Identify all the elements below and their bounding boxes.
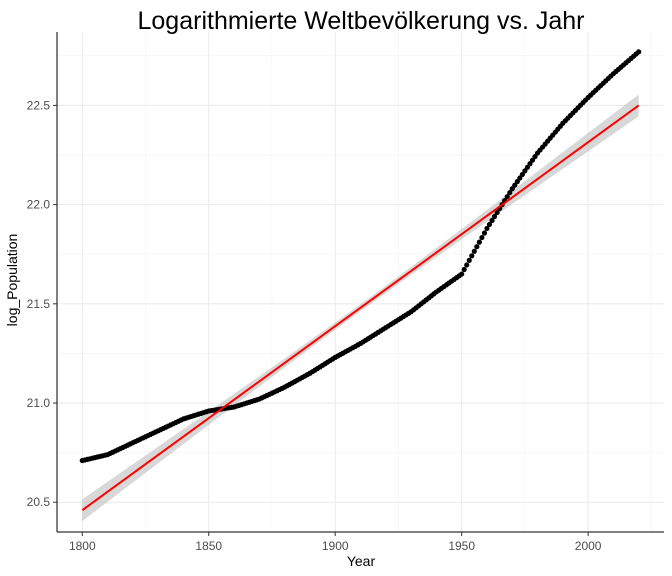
data-points: [79, 49, 642, 464]
data-point: [489, 217, 495, 224]
data-point: [471, 248, 477, 254]
data-point: [507, 190, 513, 196]
data-point: [636, 49, 642, 55]
data-point: [466, 257, 472, 263]
data-point: [476, 239, 482, 245]
data-point: [504, 194, 510, 200]
ticks: 1800 1850 1900 1950 2000 20.5 21.0 21.5 22.0 22.5: [27, 98, 602, 553]
x-tick-label: 2000: [575, 539, 602, 553]
data-point: [494, 209, 500, 216]
x-tick-label: 1800: [69, 539, 96, 553]
x-tick-label: 1950: [448, 539, 475, 553]
regression-line-group: [81, 104, 640, 511]
data-point: [459, 271, 465, 277]
data-point: [479, 234, 485, 241]
data-point: [481, 230, 488, 236]
y-tick-label: 21.5: [27, 297, 51, 311]
data-point: [464, 262, 470, 268]
data-point: [461, 266, 467, 273]
data-point: [491, 213, 498, 220]
y-tick-label: 22.0: [27, 198, 51, 212]
data-point: [484, 225, 490, 232]
x-tick-label: 1850: [195, 539, 222, 553]
regression-line: [81, 104, 640, 511]
x-axis-title: Year: [347, 553, 376, 569]
axes: [56, 32, 664, 533]
data-point: [474, 244, 480, 250]
y-axis-title: log_Population: [4, 234, 20, 327]
y-tick-label: 22.5: [27, 98, 51, 112]
x-tick-label: 1900: [322, 539, 349, 553]
y-tick-label: 20.5: [27, 495, 51, 509]
y-tick-label: 21.0: [27, 396, 51, 410]
data-point: [486, 221, 493, 228]
chart-title: Logarithmierte Weltbevölkerung vs. Jahr: [138, 7, 585, 35]
data-point: [469, 253, 475, 259]
